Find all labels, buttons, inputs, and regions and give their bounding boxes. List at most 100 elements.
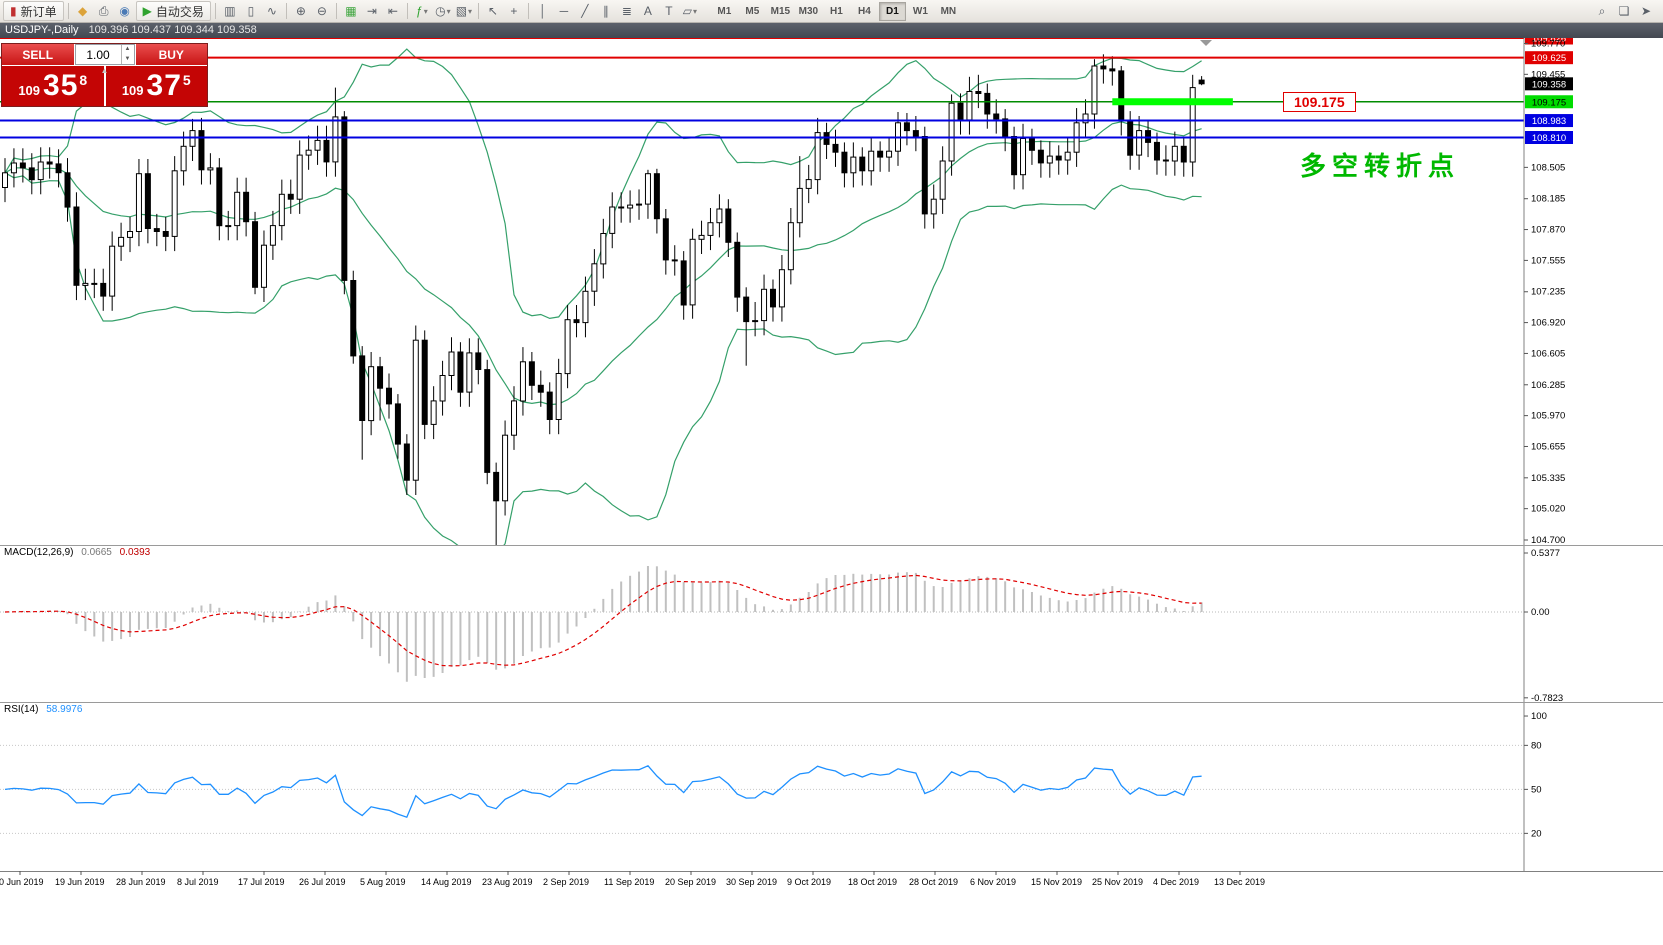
svg-text:109.175: 109.175 bbox=[1532, 97, 1566, 108]
svg-text:25 Nov 2019: 25 Nov 2019 bbox=[1092, 877, 1143, 887]
label-icon[interactable]: T bbox=[659, 2, 679, 20]
one-click-trading-panel: SELL 1.00 ▲ ▼ BUY ▲ 109 35 8 109 37 5 bbox=[1, 43, 208, 107]
toolbar-separator bbox=[335, 3, 337, 19]
chart-title-bar[interactable]: USDJPY-,Daily 109.396 109.437 109.344 10… bbox=[0, 23, 1663, 38]
line-chart-icon[interactable]: ∿ bbox=[262, 2, 282, 20]
svg-text:108.505: 108.505 bbox=[1531, 162, 1565, 173]
horizontal-line-icon[interactable]: ─ bbox=[554, 2, 574, 20]
auto-scroll-icon: ⇥ bbox=[366, 4, 377, 18]
svg-text:105.970: 105.970 bbox=[1531, 411, 1565, 422]
toolbar-separator bbox=[214, 3, 216, 19]
bb-middle bbox=[4, 121, 1202, 406]
svg-text:11 Sep 2019: 11 Sep 2019 bbox=[604, 877, 654, 887]
volume-spinner: ▲ ▼ bbox=[120, 45, 134, 64]
about-icon: ◉ bbox=[119, 4, 130, 18]
turning-point-annotation[interactable]: 多空转折点 bbox=[1300, 151, 1461, 181]
periods-icon[interactable]: ◷ bbox=[433, 2, 453, 20]
macd-name: MACD(12,26,9) bbox=[4, 547, 74, 558]
search-icon[interactable]: ⌕ bbox=[1598, 3, 1606, 18]
indicators-icon: ƒ bbox=[416, 4, 423, 18]
text-icon[interactable]: A bbox=[638, 2, 658, 20]
timeframe-m30[interactable]: M30 bbox=[798, 5, 819, 17]
chart-shift-icon[interactable]: ⇤ bbox=[383, 2, 403, 20]
trade-panel-prices: ▲ 109 35 8 109 37 5 bbox=[2, 66, 207, 106]
bid-pip-digit: 8 bbox=[79, 72, 88, 88]
zoom-in-icon[interactable]: ⊕ bbox=[291, 2, 311, 20]
svg-text:28 Jun 2019: 28 Jun 2019 bbox=[116, 877, 166, 887]
svg-text:109.358: 109.358 bbox=[1532, 79, 1566, 90]
buy-button[interactable]: BUY bbox=[135, 44, 207, 65]
shapes-icon[interactable]: ▱ bbox=[680, 2, 700, 20]
channel-icon: ∥ bbox=[602, 4, 609, 18]
chart-shift-icon: ⇤ bbox=[387, 4, 398, 18]
svg-text:107.235: 107.235 bbox=[1531, 287, 1565, 298]
print-icon[interactable]: ⎙ bbox=[94, 2, 114, 20]
autotrading-button[interactable]: ▶ 自动交易 bbox=[135, 1, 211, 21]
cascade-windows-icon[interactable]: ❏ bbox=[1618, 4, 1630, 18]
bid-big-digits: 35 bbox=[43, 69, 79, 102]
svg-text:109.625: 109.625 bbox=[1532, 53, 1566, 64]
timeframe-d1[interactable]: D1 bbox=[878, 1, 906, 21]
channel-icon[interactable]: ∥ bbox=[596, 2, 616, 20]
candlestick-chart-icon[interactable]: ▯ bbox=[241, 2, 261, 20]
new-order-button[interactable]: ▮ 新订单 bbox=[3, 1, 64, 21]
price-tag bbox=[1525, 51, 1573, 65]
timeframe-m1[interactable]: M1 bbox=[717, 5, 732, 17]
chart-canvas[interactable]: 109.826 109.625 109.175 108.983 108.810 109.3… bbox=[0, 38, 1663, 945]
sell-button[interactable]: SELL bbox=[2, 44, 74, 65]
volume-down-icon[interactable]: ▼ bbox=[124, 55, 131, 62]
svg-text:108.983: 108.983 bbox=[1532, 116, 1566, 127]
svg-text:80: 80 bbox=[1531, 740, 1542, 751]
auto-scroll-icon[interactable]: ⇥ bbox=[362, 2, 382, 20]
fibonacci-icon[interactable]: ≣ bbox=[617, 2, 637, 20]
svg-text:18 Oct 2019: 18 Oct 2019 bbox=[848, 877, 897, 887]
chart-wizard-icon[interactable]: ◆ bbox=[73, 2, 93, 20]
svg-text:26 Jul 2019: 26 Jul 2019 bbox=[299, 877, 346, 887]
macd-value: 0.0665 bbox=[81, 547, 112, 558]
timeframe-w1[interactable]: W1 bbox=[912, 5, 928, 17]
label-icon: T bbox=[665, 4, 673, 18]
periods-icon: ◷ bbox=[435, 4, 446, 18]
volume-value[interactable]: 1.00 bbox=[86, 47, 110, 62]
price-level-callout[interactable]: 109.175 bbox=[1283, 92, 1356, 112]
price-tag bbox=[1525, 130, 1573, 144]
zoom-out-icon[interactable]: ⊖ bbox=[312, 2, 332, 20]
crosshair-icon[interactable]: + bbox=[504, 2, 524, 20]
cursor-icon[interactable]: ↖ bbox=[483, 2, 503, 20]
about-icon[interactable]: ◉ bbox=[115, 2, 135, 20]
pointer-tools-icon[interactable]: ➤ bbox=[1640, 4, 1652, 18]
ask-price[interactable]: 109 37 5 bbox=[105, 66, 207, 106]
svg-text:105.655: 105.655 bbox=[1531, 441, 1565, 452]
svg-text:-0.7823: -0.7823 bbox=[1531, 693, 1563, 704]
timeframe-h4[interactable]: H4 bbox=[857, 5, 871, 17]
timeframe-m5[interactable]: M5 bbox=[745, 5, 760, 17]
volume-up-icon[interactable]: ▲ bbox=[124, 46, 131, 52]
price-tag bbox=[1525, 77, 1573, 91]
svg-text:107.870: 107.870 bbox=[1531, 225, 1565, 236]
bid-price[interactable]: 109 35 8 bbox=[2, 66, 104, 106]
svg-text:107.555: 107.555 bbox=[1531, 255, 1565, 266]
timeframe-toolbar: M1 M5 M15 M30 H1 H4 D1 W1 MN bbox=[711, 1, 962, 21]
timeframe-m15[interactable]: M15 bbox=[770, 5, 791, 17]
chart-ohlc-values: 109.396 109.437 109.344 109.358 bbox=[88, 24, 257, 36]
svg-text:108.185: 108.185 bbox=[1531, 194, 1565, 205]
price-tag bbox=[1525, 95, 1573, 109]
timeframe-mn[interactable]: MN bbox=[940, 5, 957, 17]
tick-direction-icon: ▲ bbox=[100, 66, 109, 75]
trendline-icon[interactable]: ╱ bbox=[575, 2, 595, 20]
svg-text:5 Aug 2019: 5 Aug 2019 bbox=[360, 877, 406, 887]
indicators-icon[interactable]: ƒ bbox=[412, 2, 432, 20]
macd-histogram bbox=[12, 566, 1203, 682]
trendline-icon: ╱ bbox=[581, 4, 589, 18]
tile-windows-icon[interactable]: ▦ bbox=[341, 2, 361, 20]
svg-text:14 Aug 2019: 14 Aug 2019 bbox=[421, 877, 472, 887]
macd-signal-value: 0.0393 bbox=[119, 547, 151, 558]
vertical-line-icon[interactable]: │ bbox=[533, 2, 553, 20]
timeframe-h1[interactable]: H1 bbox=[829, 5, 843, 17]
svg-text:30 Sep 2019: 30 Sep 2019 bbox=[726, 877, 777, 887]
templates-icon: ▧ bbox=[455, 4, 468, 18]
volume-stepper[interactable]: 1.00 ▲ ▼ bbox=[74, 44, 135, 65]
templates-icon[interactable]: ▧ bbox=[454, 2, 474, 20]
bar-chart-icon[interactable]: ▥ bbox=[220, 2, 240, 20]
